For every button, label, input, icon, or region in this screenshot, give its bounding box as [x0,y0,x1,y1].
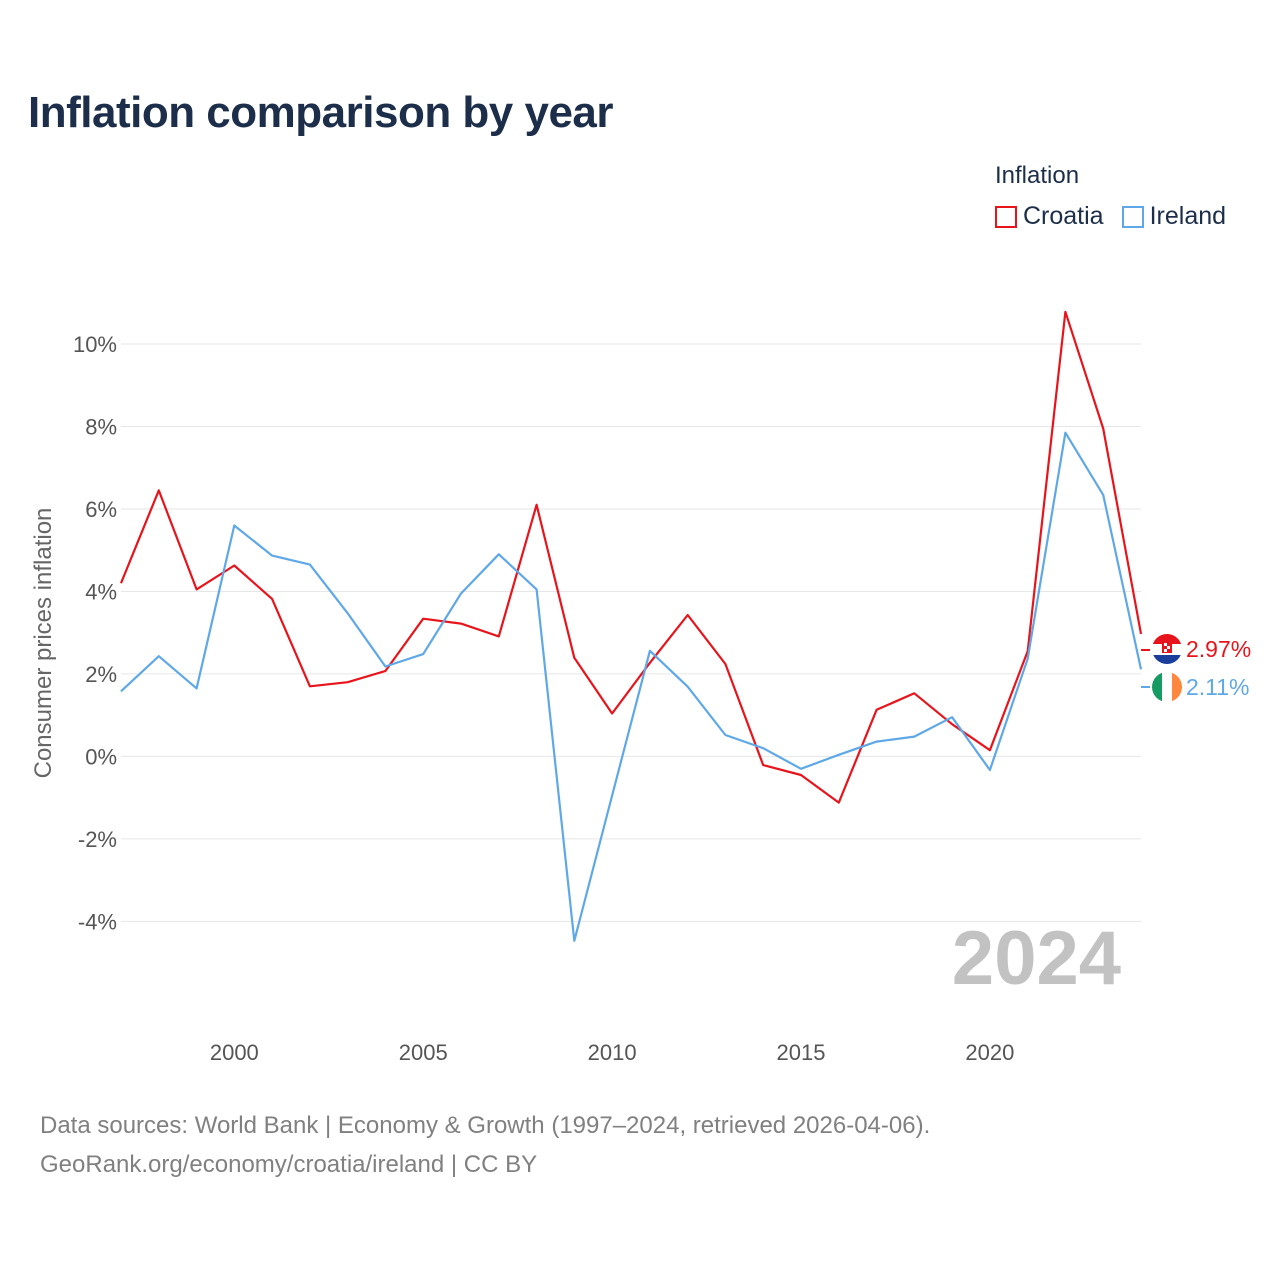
footer: Data sources: World Bank | Economy & Gro… [40,1106,930,1184]
x-tick-label: 2015 [777,1040,826,1065]
x-tick-label: 2005 [399,1040,448,1065]
x-tick-label: 2010 [588,1040,637,1065]
x-tick-label: 2000 [210,1040,259,1065]
y-tick-label: 4% [85,579,117,604]
legend: Inflation Croatia Ireland [995,162,1226,231]
gridlines [121,343,1141,922]
footer-attribution: GeoRank.org/economy/croatia/ireland | CC… [40,1151,538,1178]
y-tick-label: 6% [85,497,117,522]
legend-swatch-ireland [1121,205,1144,228]
y-tick-label: 2% [85,662,117,687]
croatia-end-value: 2.97% [1186,636,1251,662]
y-axis-ticks: -4% -2% 0% 2% 4% 6% 8% 10% [73,332,117,934]
ireland-end-value: 2.11% [1186,674,1250,700]
legend-label-croatia: Croatia [1023,202,1104,230]
chart-title: Inflation comparison by year [28,88,614,137]
current-year-watermark: 2024 [952,916,1121,1001]
legend-item-ireland[interactable]: Ireland [1121,202,1227,231]
croatia-flag-icon [1152,634,1182,664]
y-axis-label: Consumer prices inflation [30,508,57,779]
legend-title: Inflation [995,162,1080,189]
footer-sources: Data sources: World Bank | Economy & Gro… [40,1112,931,1139]
y-tick-label: -2% [78,827,117,852]
y-tick-label: 8% [85,414,117,439]
y-tick-label: -4% [78,909,117,934]
x-tick-label: 2020 [965,1040,1014,1065]
series-line-ireland[interactable] [120,431,1143,942]
legend-swatch-croatia [995,205,1017,228]
y-tick-label: 0% [85,744,117,769]
ireland-flag-icon [1152,672,1182,702]
legend-label-ireland: Ireland [1149,202,1227,230]
x-axis-ticks: 2000 2005 2010 2015 2020 [210,1040,1015,1065]
series-lines [119,310,1143,942]
legend-item-croatia[interactable]: Croatia [995,202,1104,231]
y-tick-label: 10% [73,332,117,357]
series-line-croatia[interactable] [119,310,1143,804]
